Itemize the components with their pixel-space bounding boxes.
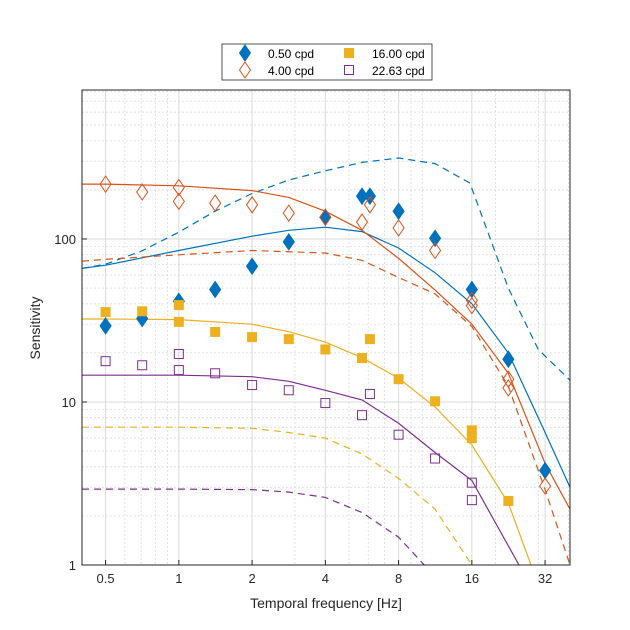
fit-curve-dashed-3: [82, 488, 425, 566]
data-point-0: [99, 316, 112, 335]
x-tick-label: 1: [175, 571, 182, 586]
y-tick-label: 100: [54, 232, 76, 247]
data-point-1: [99, 175, 112, 194]
x-tick-label: 2: [248, 571, 255, 586]
data-point-3: [247, 380, 258, 391]
x-tick-label: 4: [322, 571, 329, 586]
data-point-3: [357, 410, 368, 421]
data-point-1: [172, 178, 185, 197]
legend-label-2: 16.00 cpd: [372, 47, 425, 61]
data-point-3: [320, 398, 331, 409]
data-point-1: [209, 194, 222, 212]
x-tick-label: 32: [538, 571, 552, 586]
tick-labels: 0.5 1 2 4 8 16 32 1 10 100: [54, 232, 552, 586]
data-point-1: [245, 195, 259, 214]
grid: [81, 90, 570, 566]
data-point-3: [364, 388, 375, 399]
legend-marker-3: [344, 65, 354, 75]
data-point-2: [137, 306, 148, 317]
y-tick-label: 10: [62, 395, 76, 410]
data-point-3: [173, 365, 184, 376]
legend-label-0: 0.50 cpd: [268, 47, 314, 61]
data-point-2: [320, 344, 331, 355]
x-tick-label: 0.5: [97, 571, 115, 586]
data-point-3: [100, 356, 111, 367]
x-tick-label: 8: [395, 571, 402, 586]
legend-marker-2: [344, 48, 354, 58]
data-point-3: [466, 495, 477, 506]
data-point-0: [465, 280, 478, 299]
data-point-0: [245, 257, 259, 276]
data-point-1: [136, 183, 149, 201]
data-point-1: [502, 370, 515, 389]
data-point-1: [428, 241, 442, 260]
fit-curve-dashed-0: [81, 157, 571, 381]
data-point-1: [465, 296, 478, 315]
data-point-2: [466, 433, 477, 444]
data-point-3: [283, 385, 294, 396]
data-point-0: [538, 461, 552, 480]
fit-curve-solid-3: [82, 374, 520, 566]
data-point-0: [209, 280, 222, 299]
y-tick-label: 1: [69, 558, 76, 573]
data-point-3: [466, 477, 477, 488]
x-tick-label: 16: [465, 571, 479, 586]
data-point-0: [502, 350, 515, 369]
data-point-0: [319, 208, 332, 227]
data-point-1: [538, 477, 552, 495]
data-point-3: [210, 368, 221, 379]
data-point-2: [173, 300, 184, 311]
data-point-2: [247, 332, 258, 343]
legend-label-1: 4.00 cpd: [268, 64, 314, 78]
legend-box: [221, 43, 433, 81]
plot-frame: [81, 89, 571, 566]
legend-marker-0: [238, 44, 252, 62]
data-point-2: [393, 374, 404, 385]
data-point-3: [137, 360, 148, 371]
data-point-1: [392, 218, 405, 237]
fit-curve-solid-2: [82, 318, 532, 566]
data-point-3: [430, 453, 441, 464]
data-point-0: [428, 229, 442, 248]
fit-curve-dashed-1: [81, 249, 571, 566]
fit-curves: [81, 157, 571, 566]
data-point-2: [364, 334, 375, 345]
legend-marker-1: [238, 61, 252, 79]
data-points: [99, 175, 552, 506]
data-point-1: [355, 213, 369, 231]
data-point-1: [282, 204, 295, 223]
fit-curve-dashed-2: [82, 426, 473, 566]
data-point-2: [100, 307, 111, 318]
data-point-2: [173, 316, 184, 327]
data-point-1: [363, 195, 377, 214]
data-point-1: [172, 192, 185, 211]
data-point-0: [392, 202, 405, 221]
data-point-1: [465, 291, 478, 310]
data-point-2: [503, 495, 514, 506]
legend: 0.50 cpd 4.00 cpd 16.00 cpd 22.63 cpd: [221, 43, 433, 81]
data-point-3: [173, 348, 184, 359]
data-point-2: [430, 396, 441, 407]
y-axis-label: Sensitivity: [27, 296, 43, 359]
data-point-2: [210, 326, 221, 337]
data-point-3: [393, 429, 404, 440]
x-axis-label: Temporal frequency [Hz]: [250, 595, 402, 611]
legend-label-3: 22.63 cpd: [372, 64, 425, 78]
data-point-1: [319, 208, 332, 227]
data-point-2: [283, 334, 294, 345]
data-point-0: [282, 232, 295, 251]
data-point-2: [357, 353, 368, 364]
data-point-1: [502, 379, 515, 397]
